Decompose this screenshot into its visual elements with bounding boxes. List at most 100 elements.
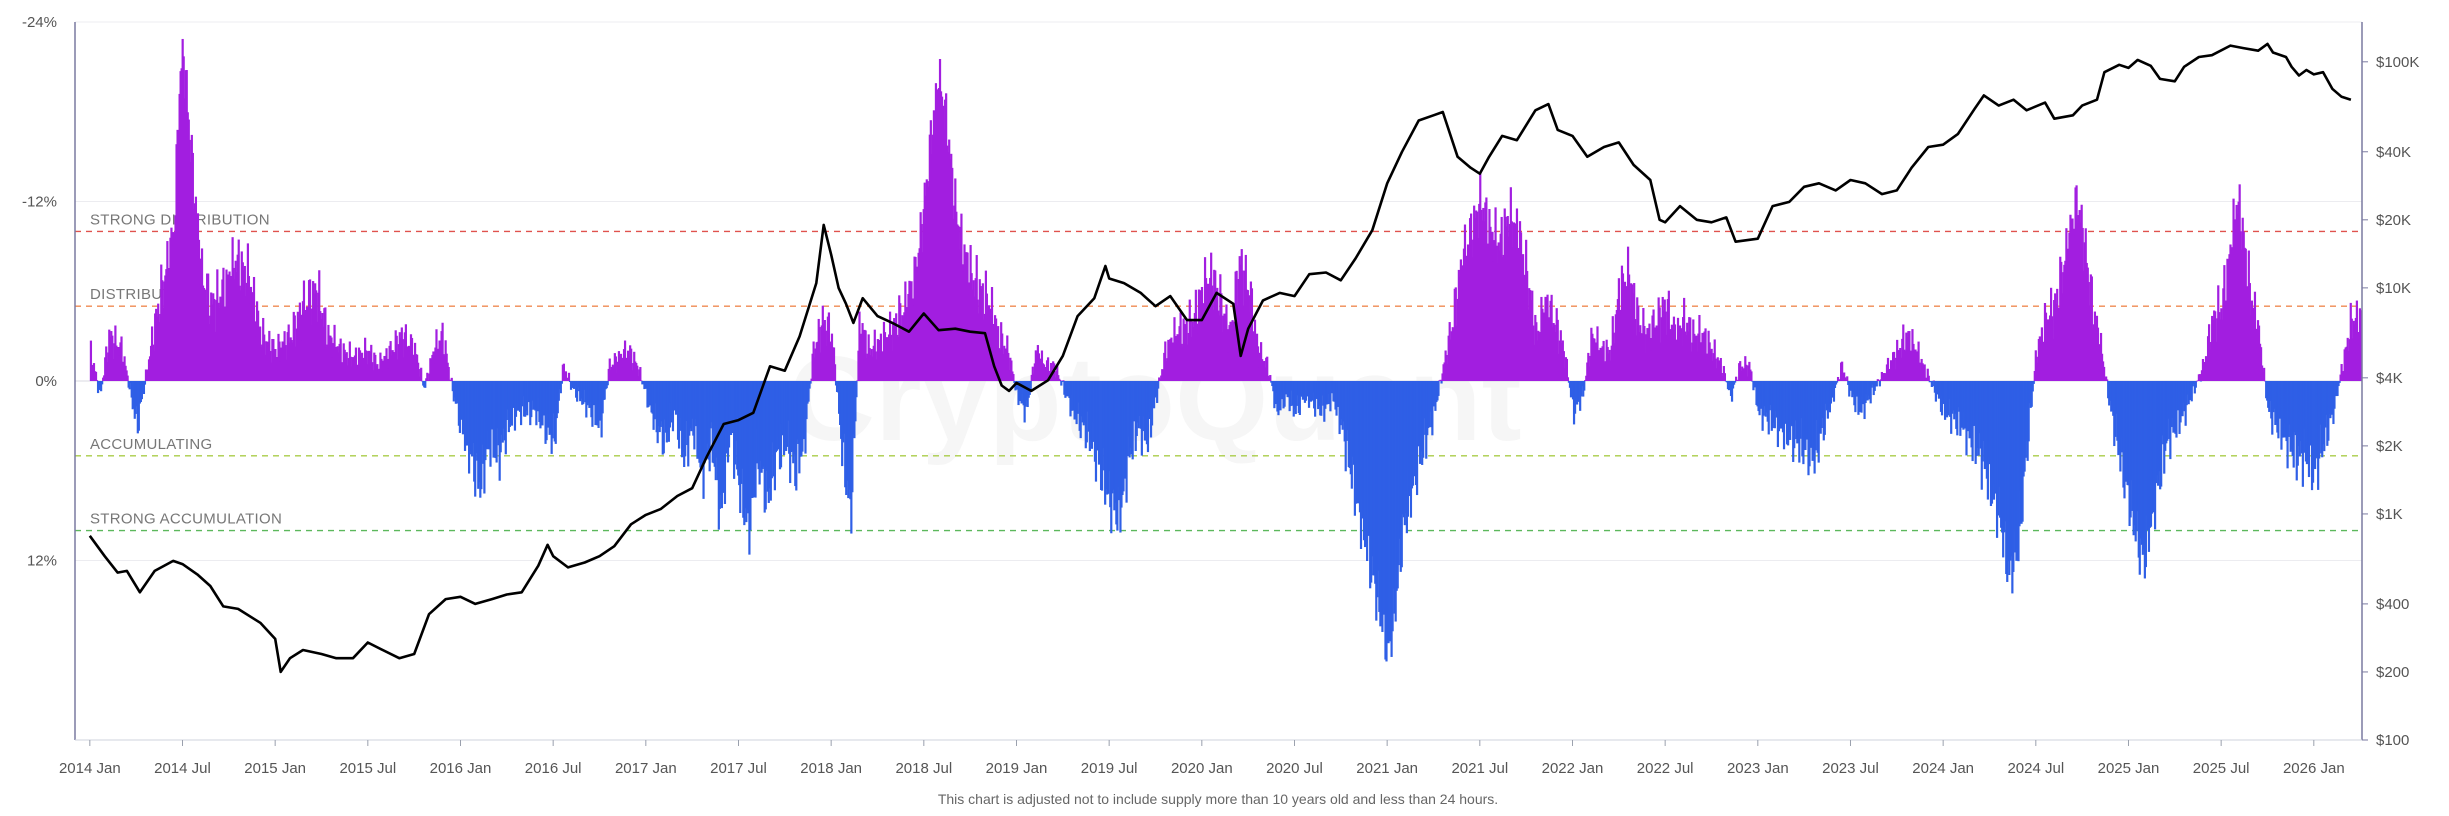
supply-bar — [324, 307, 327, 381]
supply-bar — [142, 381, 146, 395]
x-tick-label: 2018 Jul — [895, 760, 952, 777]
price-line — [88, 42, 2352, 674]
right-tick-label: $40K — [2376, 144, 2411, 161]
supply-bar — [833, 364, 837, 381]
supply-bar — [426, 372, 429, 381]
supply-bar — [2105, 376, 2108, 381]
x-tick-label: 2018 Jan — [800, 760, 862, 777]
x-tick-label: 2019 Jan — [986, 760, 1048, 777]
supply-bar — [1835, 381, 1839, 383]
chart-footnote: This chart is adjusted not to include su… — [938, 791, 1498, 807]
supply-bar — [807, 381, 810, 402]
supply-bar — [1256, 346, 1260, 381]
supply-bar — [1727, 381, 1731, 391]
x-tick-label: 2019 Jul — [1081, 760, 1138, 777]
supply-bar — [2102, 366, 2106, 381]
supply-bar — [808, 381, 811, 389]
x-tick-label: 2025 Jul — [2193, 760, 2250, 777]
right-tick-label: $1K — [2376, 506, 2403, 523]
supply-bar — [120, 336, 123, 381]
supply-bar — [1832, 381, 1836, 402]
threshold-label: ACCUMULATING — [90, 436, 213, 453]
supply-bar — [2336, 381, 2339, 396]
supply-bar — [100, 381, 103, 392]
left-tick-label: -24% — [22, 14, 57, 31]
supply-bar — [1752, 381, 1755, 391]
supply-bar — [1329, 381, 1332, 412]
supply-bar — [1734, 381, 1737, 383]
supply-bar — [1289, 381, 1292, 407]
supply-bar — [441, 322, 444, 381]
x-tick-label: 2021 Jul — [1451, 760, 1508, 777]
x-tick-label: 2022 Jul — [1637, 760, 1694, 777]
supply-bar — [101, 381, 104, 385]
supply-bar — [2259, 347, 2263, 381]
supply-bar — [1956, 381, 1959, 436]
supply-bar — [1057, 375, 1060, 381]
supply-bar — [1010, 360, 1013, 381]
supply-bar — [608, 358, 611, 381]
supply-bar — [639, 367, 642, 381]
supply-bar — [1730, 381, 1734, 402]
supply-bar — [832, 347, 836, 381]
supply-bar — [1422, 381, 1425, 458]
supply-bar — [2359, 310, 2363, 381]
supply-bar — [636, 365, 639, 381]
supply-bar — [2338, 381, 2341, 383]
supply-bar — [1876, 379, 1879, 381]
supply-bar — [1046, 357, 1050, 381]
supply-bar — [1070, 381, 1073, 411]
supply-bar — [1012, 374, 1015, 381]
supply-bar — [1059, 380, 1062, 381]
supply-bar — [380, 358, 383, 381]
supply-bar — [1562, 351, 1565, 381]
supply-bar — [1673, 324, 1677, 381]
supply-bar — [94, 371, 98, 381]
supply-bar — [1085, 381, 1088, 443]
supply-bar — [1875, 381, 1878, 387]
supply-bar — [128, 381, 131, 390]
x-tick-label: 2020 Jan — [1171, 760, 1233, 777]
supply-bar — [143, 381, 147, 385]
supply-bar — [1062, 380, 1065, 381]
supply-bar — [2199, 381, 2203, 382]
supply-bar — [2175, 381, 2178, 438]
x-tick-label: 2014 Jan — [59, 760, 121, 777]
supply-bar — [1437, 381, 1440, 396]
supply-bar — [1156, 381, 1159, 403]
supply-bar — [564, 371, 568, 381]
supply-bar — [809, 381, 812, 384]
right-tick-label: $100 — [2376, 732, 2409, 749]
supply-bar — [1283, 381, 1286, 407]
supply-bar — [851, 381, 854, 493]
supply-bar — [1917, 341, 1920, 381]
supply-bar — [1723, 373, 1727, 381]
x-tick-label: 2025 Jan — [2098, 760, 2160, 777]
x-tick-label: 2017 Jul — [710, 760, 767, 777]
supply-bar — [1908, 331, 1911, 381]
supply-bar — [2195, 380, 2198, 382]
supply-bar — [1940, 381, 1944, 416]
supply-bar — [2030, 381, 2033, 407]
supply-bar — [111, 335, 114, 381]
supply-bar — [1932, 380, 1935, 382]
supply-bar — [1007, 352, 1010, 381]
supply-bar — [1735, 376, 1738, 381]
right-tick-label: $200 — [2376, 664, 2409, 681]
supply-bar — [1565, 358, 1569, 381]
x-tick-label: 2015 Jul — [339, 760, 396, 777]
left-tick-label: -12% — [22, 194, 57, 211]
x-tick-label: 2023 Jul — [1822, 760, 1879, 777]
supply-bar — [1037, 353, 1041, 381]
supply-bar — [1250, 288, 1254, 381]
supply-bar — [1836, 376, 1840, 381]
supply-bar — [614, 356, 617, 381]
supply-bar — [1439, 379, 1442, 381]
supply-bar — [2337, 381, 2340, 387]
right-tick-label: $400 — [2376, 596, 2409, 613]
supply-bar — [1877, 380, 1880, 381]
supply-bar — [417, 362, 420, 381]
supply-bar — [1731, 381, 1735, 389]
supply-bar — [855, 381, 858, 398]
supply-bar — [1556, 319, 1559, 381]
